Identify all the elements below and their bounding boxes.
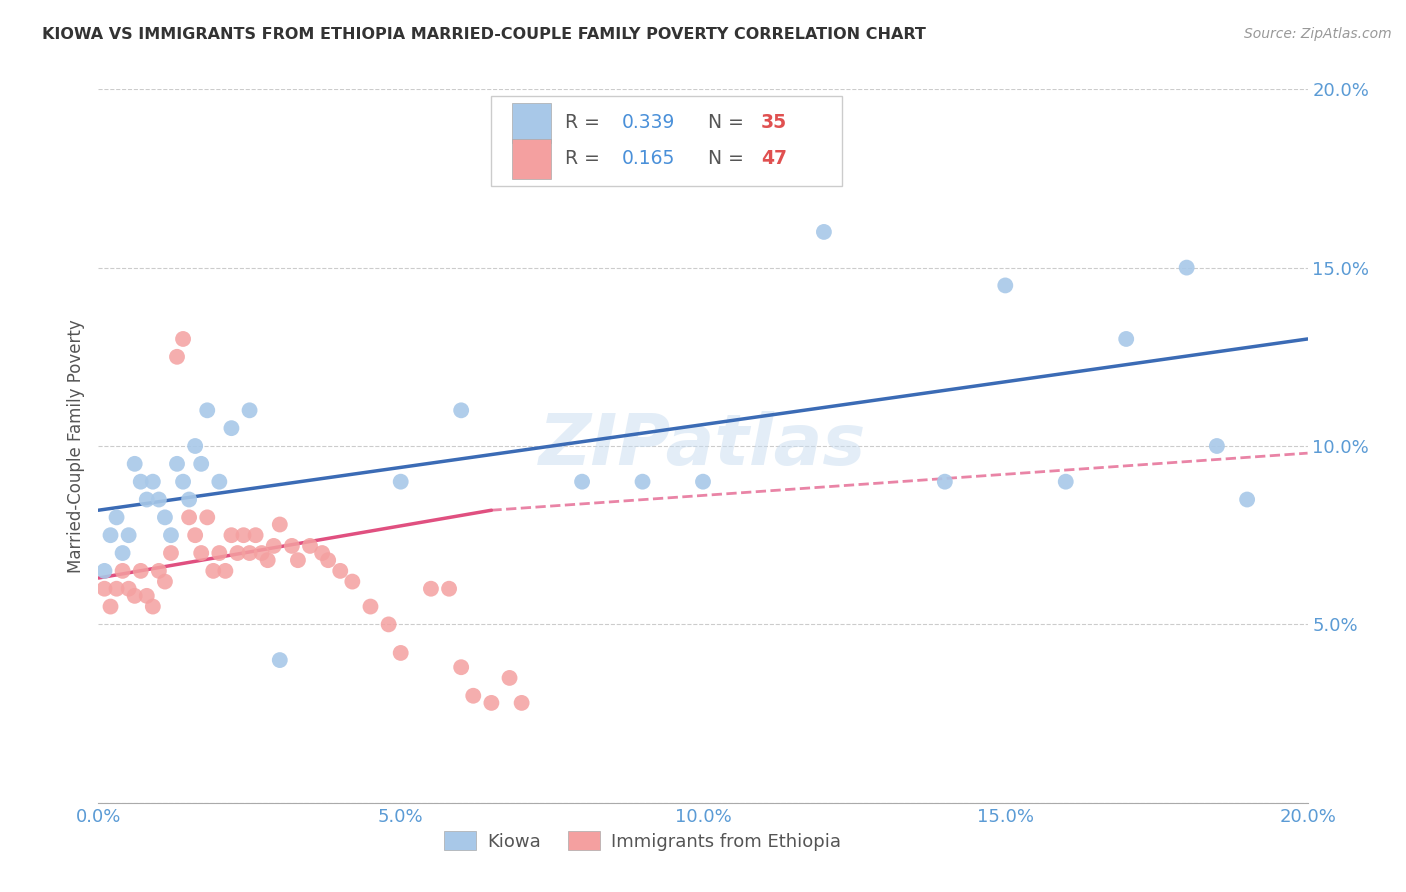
Text: 0.165: 0.165: [621, 150, 675, 169]
Point: [148, 564, 170, 578]
Point: [450, 660, 472, 674]
Point: [232, 528, 254, 542]
Point: [153, 510, 176, 524]
Point: [631, 475, 654, 489]
Point: [105, 582, 128, 596]
Point: [571, 475, 593, 489]
Point: [281, 539, 304, 553]
Point: [269, 653, 291, 667]
Text: R =: R =: [565, 150, 606, 169]
Point: [135, 492, 157, 507]
Text: R =: R =: [565, 113, 606, 132]
Point: [463, 689, 485, 703]
Point: [179, 510, 201, 524]
Point: [93, 564, 115, 578]
Point: [269, 517, 291, 532]
Point: [329, 564, 352, 578]
Point: [111, 564, 134, 578]
Point: [245, 528, 267, 542]
Point: [195, 403, 218, 417]
Point: [172, 475, 194, 489]
Legend: Kiowa, Immigrants from Ethiopia: Kiowa, Immigrants from Ethiopia: [437, 824, 848, 858]
FancyBboxPatch shape: [512, 103, 551, 143]
Point: [239, 546, 262, 560]
Point: [360, 599, 382, 614]
Point: [377, 617, 399, 632]
Text: ZIPatlas: ZIPatlas: [540, 411, 866, 481]
Point: [184, 439, 207, 453]
Text: N =: N =: [696, 150, 749, 169]
Point: [481, 696, 503, 710]
Point: [1236, 492, 1258, 507]
Point: [420, 582, 443, 596]
Point: [100, 528, 122, 542]
Point: [179, 492, 201, 507]
Text: KIOWA VS IMMIGRANTS FROM ETHIOPIA MARRIED-COUPLE FAMILY POVERTY CORRELATION CHAR: KIOWA VS IMMIGRANTS FROM ETHIOPIA MARRIE…: [42, 27, 927, 42]
Point: [1115, 332, 1137, 346]
Point: [100, 599, 122, 614]
Point: [153, 574, 176, 589]
Point: [93, 582, 115, 596]
Point: [813, 225, 835, 239]
Point: [498, 671, 520, 685]
Point: [214, 564, 236, 578]
Point: [148, 492, 170, 507]
Point: [239, 403, 262, 417]
Point: [166, 457, 188, 471]
Text: 35: 35: [761, 113, 787, 132]
Text: Source: ZipAtlas.com: Source: ZipAtlas.com: [1244, 27, 1392, 41]
Point: [311, 546, 333, 560]
Point: [250, 546, 273, 560]
Point: [124, 457, 146, 471]
Point: [692, 475, 714, 489]
Point: [190, 457, 212, 471]
FancyBboxPatch shape: [512, 139, 551, 178]
Point: [142, 475, 165, 489]
Text: 0.339: 0.339: [621, 113, 675, 132]
Point: [166, 350, 188, 364]
Point: [135, 589, 157, 603]
Point: [226, 546, 249, 560]
Point: [450, 403, 472, 417]
Point: [208, 475, 231, 489]
Point: [221, 421, 243, 435]
Text: 47: 47: [761, 150, 787, 169]
Point: [389, 475, 412, 489]
Point: [221, 528, 243, 542]
Point: [287, 553, 309, 567]
Point: [1175, 260, 1198, 275]
Point: [190, 546, 212, 560]
Point: [142, 599, 165, 614]
Point: [342, 574, 364, 589]
Y-axis label: Married-Couple Family Poverty: Married-Couple Family Poverty: [66, 319, 84, 573]
FancyBboxPatch shape: [492, 96, 842, 186]
Point: [263, 539, 285, 553]
Point: [389, 646, 412, 660]
Point: [124, 589, 146, 603]
Point: [437, 582, 460, 596]
Point: [299, 539, 322, 553]
Point: [129, 564, 152, 578]
Point: [118, 582, 141, 596]
Point: [195, 510, 218, 524]
Point: [129, 475, 152, 489]
Point: [256, 553, 278, 567]
Point: [172, 332, 194, 346]
Point: [105, 510, 128, 524]
Point: [111, 546, 134, 560]
Point: [208, 546, 231, 560]
Point: [316, 553, 339, 567]
Point: [184, 528, 207, 542]
Point: [934, 475, 956, 489]
Point: [160, 546, 183, 560]
Point: [202, 564, 225, 578]
Point: [1054, 475, 1077, 489]
Text: N =: N =: [696, 113, 749, 132]
Point: [118, 528, 141, 542]
Point: [1206, 439, 1229, 453]
Point: [994, 278, 1017, 293]
Point: [160, 528, 183, 542]
Point: [510, 696, 533, 710]
